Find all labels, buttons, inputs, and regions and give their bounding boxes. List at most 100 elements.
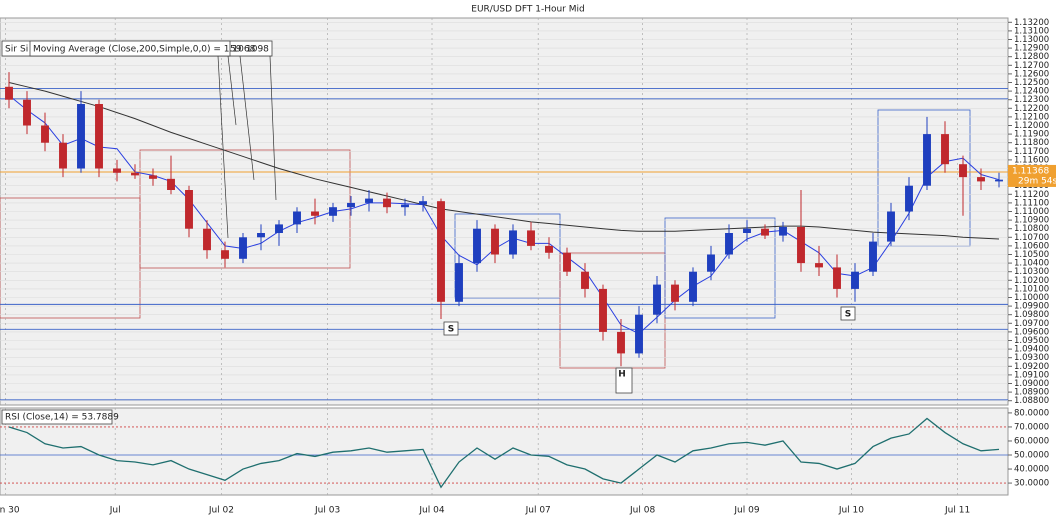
candle-body bbox=[419, 201, 427, 205]
x-tick-label: Jul 10 bbox=[838, 506, 864, 516]
y-tick-label: 1.12600 bbox=[1014, 69, 1049, 79]
timer: 29m 54s bbox=[1018, 176, 1056, 186]
callout bbox=[239, 55, 255, 181]
candle-body bbox=[599, 288, 607, 332]
y-tick-label: 1.10600 bbox=[1014, 241, 1049, 251]
x-tick-label: Jul 09 bbox=[733, 506, 759, 516]
x-tick-label: Jul 04 bbox=[418, 506, 444, 516]
candle-body bbox=[437, 201, 445, 302]
candle-body bbox=[725, 233, 733, 255]
candle-body bbox=[113, 168, 121, 173]
y-tick-label: 1.09900 bbox=[1014, 302, 1049, 312]
annotation: S bbox=[845, 310, 851, 320]
candle-body bbox=[743, 228, 751, 233]
rsi-label: RSI (Close,14) = 53.7889 bbox=[5, 413, 119, 423]
rsi-panel bbox=[0, 407, 1009, 496]
candle-body bbox=[167, 178, 175, 190]
candle-body bbox=[149, 175, 157, 179]
candle-body bbox=[923, 134, 931, 186]
candle-body bbox=[221, 250, 229, 259]
chart-title: EUR/USD DFT 1-Hour Mid bbox=[471, 5, 584, 15]
y-tick-label: 1.09700 bbox=[1014, 319, 1049, 329]
y-tick-label: 1.09800 bbox=[1014, 310, 1049, 320]
candle-body bbox=[95, 104, 103, 169]
y-tick-label: 1.12400 bbox=[1014, 87, 1049, 97]
y-tick-label: 1.10800 bbox=[1014, 224, 1049, 234]
range-box bbox=[664, 217, 776, 319]
candle-body bbox=[365, 198, 373, 203]
y-tick-label: 1.10000 bbox=[1014, 293, 1049, 303]
y-tick-label: 1.08900 bbox=[1014, 388, 1049, 398]
callout bbox=[227, 55, 237, 126]
annotation-box bbox=[615, 367, 633, 394]
label-box bbox=[29, 40, 231, 57]
y-tick-label: 40.0000 bbox=[1014, 465, 1049, 475]
price-tag bbox=[1008, 164, 1056, 187]
indicator-label: Si bbox=[20, 45, 28, 55]
candle-body bbox=[671, 284, 679, 302]
y-tick-label: 50.0000 bbox=[1014, 451, 1049, 461]
candle-body bbox=[905, 185, 913, 212]
x-tick-label: Jul 08 bbox=[629, 506, 655, 516]
candle-body bbox=[5, 86, 13, 100]
indicator-labels: Sir Si Moving Average (Close,200,Simple,… bbox=[1, 40, 856, 425]
y-tick-label: 1.10900 bbox=[1014, 216, 1049, 226]
candle-body bbox=[257, 233, 265, 238]
candle-body bbox=[491, 228, 499, 255]
callout bbox=[269, 55, 277, 201]
y-tick-label: 1.12700 bbox=[1014, 61, 1049, 71]
candle-body bbox=[185, 190, 193, 229]
annotation-box bbox=[443, 321, 459, 336]
y-tick-label: 70.0000 bbox=[1014, 422, 1049, 432]
x-tick-label: Jul 02 bbox=[208, 506, 234, 516]
candle-body bbox=[617, 331, 625, 354]
candle-body bbox=[995, 179, 1003, 182]
y-tick-label: 1.10700 bbox=[1014, 233, 1049, 243]
rsi-line bbox=[8, 417, 1000, 489]
y-tick-label: 1.09200 bbox=[1014, 362, 1049, 372]
candle-body bbox=[275, 224, 283, 233]
x-tick-label: Jul bbox=[109, 506, 121, 516]
y-tick-label: 1.12000 bbox=[1014, 121, 1049, 131]
candle-body bbox=[941, 134, 949, 165]
y-tick-label: 1.12200 bbox=[1014, 104, 1049, 114]
y-tick-label: 1.11000 bbox=[1014, 207, 1049, 217]
y-tick-label: 1.13100 bbox=[1014, 26, 1049, 36]
candle-body bbox=[959, 164, 967, 178]
y-tick-label: 1.12800 bbox=[1014, 52, 1049, 62]
y-tick-label: 1.10200 bbox=[1014, 276, 1049, 286]
candle-body bbox=[239, 237, 247, 259]
price-layer bbox=[0, 18, 1008, 495]
candle-body bbox=[761, 228, 769, 236]
candle-body bbox=[545, 245, 553, 253]
candle-body bbox=[869, 241, 877, 272]
candle-body bbox=[653, 284, 661, 315]
candle-body bbox=[581, 271, 589, 289]
y-tick-label: 1.09000 bbox=[1014, 379, 1049, 389]
x-tick-label: Jun 30 bbox=[0, 506, 20, 516]
indicator-label: Sir bbox=[5, 45, 17, 55]
candle-body bbox=[707, 254, 715, 272]
ma-label: Moving Average (Close,200,Simple,0,0) = … bbox=[33, 45, 256, 55]
y-tick-label: 1.13200 bbox=[1014, 18, 1049, 28]
candle-body bbox=[977, 177, 985, 182]
y-tick-label: 1.08800 bbox=[1014, 396, 1049, 406]
candle-body bbox=[203, 228, 211, 251]
y-tick-label: 1.10400 bbox=[1014, 259, 1049, 269]
candle-body bbox=[509, 230, 517, 255]
candle-body bbox=[311, 211, 319, 216]
y-tick-label: 1.10500 bbox=[1014, 250, 1049, 260]
y-tick-label: 1.11200 bbox=[1014, 190, 1049, 200]
x-tick-label: Jul 11 bbox=[944, 506, 970, 516]
candle-body bbox=[293, 211, 301, 225]
y-tick-label: 1.09400 bbox=[1014, 345, 1049, 355]
y-tick-label: 1.12100 bbox=[1014, 112, 1049, 122]
label-box bbox=[1, 409, 113, 425]
y-tick-label: 1.09300 bbox=[1014, 353, 1049, 363]
y-tick-label: 1.09500 bbox=[1014, 336, 1049, 346]
y-tick-label: 1.12900 bbox=[1014, 44, 1049, 54]
candle-body bbox=[779, 226, 787, 236]
candle-body bbox=[887, 211, 895, 242]
annotation: S bbox=[448, 325, 454, 335]
